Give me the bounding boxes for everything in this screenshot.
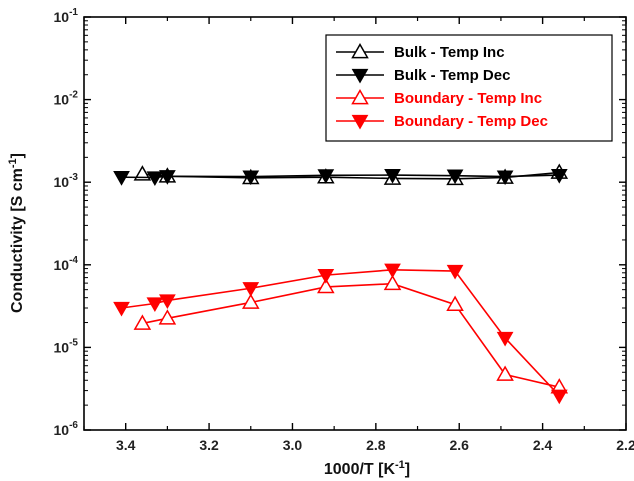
legend-entry: Bulk - Temp Dec: [336, 67, 510, 84]
series-4: [113, 263, 568, 405]
data-point: [446, 295, 464, 311]
y-tick-label: 10-2: [54, 90, 79, 108]
data-point: [133, 165, 152, 181]
x-tick-label: 2.4: [533, 437, 553, 453]
legend-entry: Boundary - Temp Dec: [336, 113, 548, 130]
series-line: [142, 282, 560, 388]
data-point: [446, 264, 464, 280]
data-point: [496, 365, 514, 381]
legend: Bulk - Temp Inc Bulk - Temp Dec Boundary -…: [325, 34, 613, 142]
data-point: [384, 263, 401, 279]
data-point: [113, 171, 130, 186]
x-axis-title: 1000/T [K-1]: [324, 459, 410, 478]
plot-area: [83, 16, 627, 431]
legend-label: Boundary - Temp Inc: [394, 90, 542, 107]
series-line: [121, 268, 560, 397]
data-point: [158, 309, 177, 325]
data-point: [317, 169, 335, 184]
legend-entry: Boundary - Temp Inc: [336, 88, 542, 107]
y-tick-label: 10-4: [54, 255, 79, 273]
data-point: [242, 282, 260, 297]
data-point: [146, 171, 164, 187]
data-point: [446, 169, 464, 185]
data-point: [317, 277, 335, 294]
data-point: [496, 331, 514, 347]
legend-marker: [351, 114, 369, 130]
y-axis-title: Conductivity [S cm-1]: [7, 153, 26, 313]
data-point: [550, 168, 568, 184]
data-point: [496, 170, 514, 186]
data-point: [241, 293, 260, 309]
legend-label: Bulk - Temp Dec: [394, 67, 510, 84]
x-tick-label: 2.6: [449, 437, 469, 453]
data-point: [242, 170, 260, 186]
legend-entry: Bulk - Temp Inc: [336, 42, 505, 61]
y-tick-label: 10-3: [54, 172, 79, 190]
y-tick-label: 10-5: [54, 337, 79, 355]
data-point: [146, 297, 164, 313]
legend-marker: [351, 88, 369, 105]
x-tick-label: 2.2: [616, 437, 634, 453]
data-point: [159, 294, 176, 309]
data-point: [550, 389, 568, 405]
plot-frame: [83, 16, 627, 431]
series-layer: [113, 163, 569, 405]
x-tick-label: 3.0: [283, 437, 303, 453]
legend-label: Bulk - Temp Inc: [394, 44, 505, 61]
y-axis: 10-1 10-2 10-3 10-4 10-5 10-6: [54, 7, 626, 438]
series-2: [113, 168, 568, 187]
y-tick-label: 10-1: [54, 7, 79, 25]
data-point: [383, 274, 402, 291]
data-point: [113, 301, 130, 317]
data-point: [159, 170, 176, 185]
data-point: [317, 268, 335, 284]
x-tick-label: 3.4: [116, 437, 136, 453]
legend-marker: [351, 68, 369, 84]
legend-label: Boundary - Temp Dec: [394, 113, 548, 130]
y-tick-label: 10-6: [54, 420, 79, 438]
x-tick-label: 3.2: [199, 437, 219, 453]
x-tick-label: 2.8: [366, 437, 386, 453]
x-axis: 3.4 3.2 3.0 2.8 2.6 2.4 2.2: [83, 17, 634, 453]
data-point: [384, 168, 401, 184]
legend-marker: [351, 42, 369, 59]
data-point: [133, 314, 152, 330]
